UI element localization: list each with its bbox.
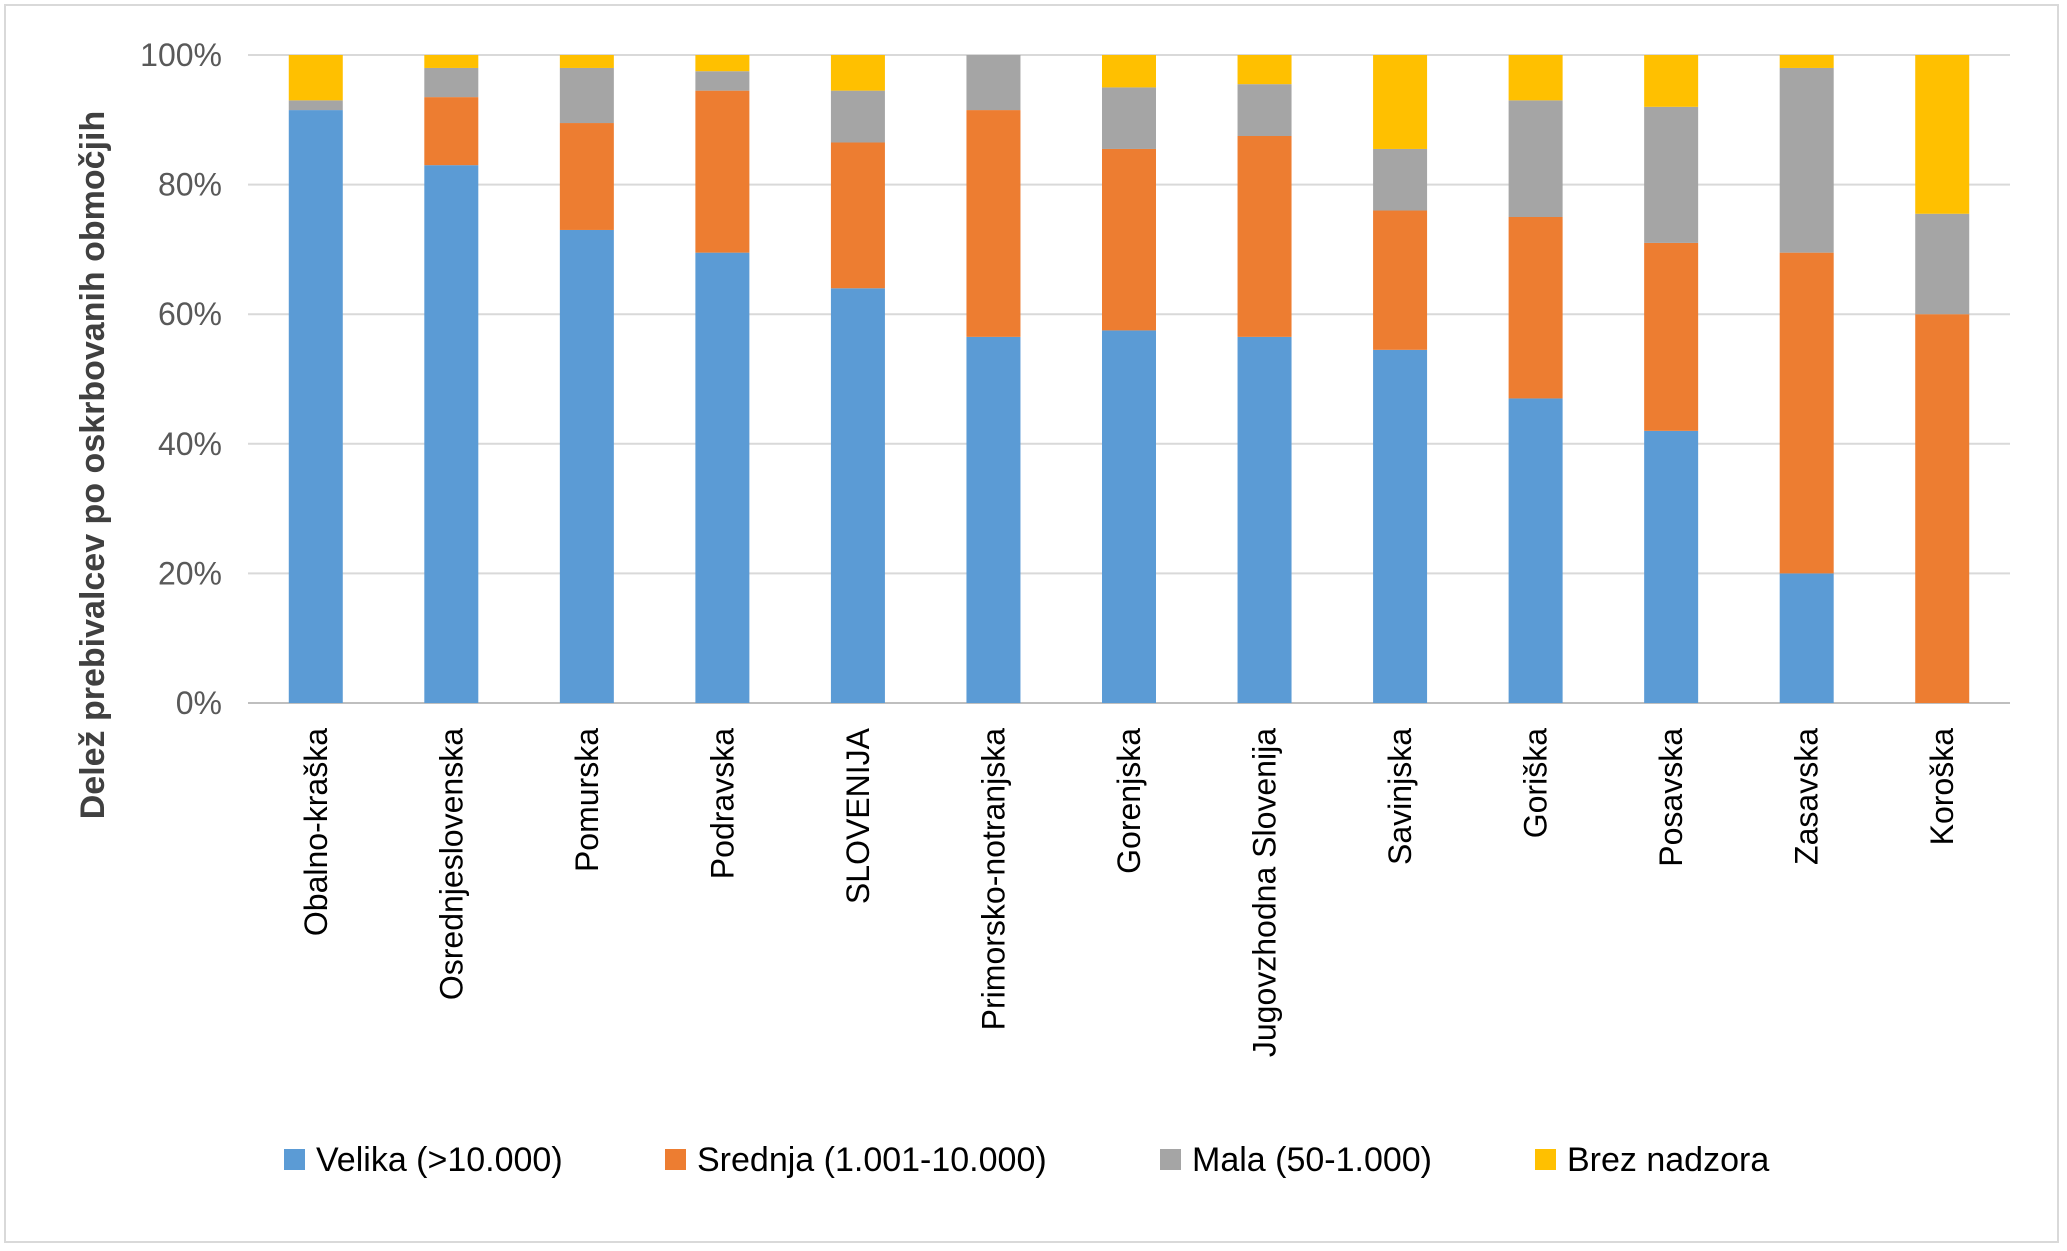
category-label: Koroška <box>1924 728 1960 846</box>
bar-segment <box>830 288 885 703</box>
category-label: Savinjska <box>1382 728 1418 865</box>
bar-segment <box>1373 210 1428 350</box>
y-tick-label: 80% <box>158 167 222 203</box>
bar-segment <box>1779 573 1834 703</box>
bar-segment <box>1102 148 1156 331</box>
bar-segment <box>830 90 885 143</box>
bar-segment <box>1237 84 1292 136</box>
bar-segment <box>966 110 1021 337</box>
category-label: Obalno-kraška <box>298 728 334 936</box>
chart-frame <box>4 4 2059 1243</box>
bar-segment <box>288 100 343 111</box>
bar-segment <box>424 97 479 166</box>
bar-segment <box>1373 349 1428 703</box>
legend-label: Mala (50-1.000) <box>1192 1141 1432 1179</box>
y-axis-title: Delež prebivalcev po oskrbovanih območji… <box>74 111 112 820</box>
bar-segment <box>1779 55 1834 68</box>
legend-swatch <box>1160 1149 1181 1170</box>
bar-segment <box>1644 242 1699 431</box>
category-labels: Obalno-kraška Osrednjeslovenska Pomurska Po… <box>298 727 1960 1057</box>
bar-segment <box>1373 148 1428 211</box>
legend-label: Velika (>10.000) <box>316 1141 563 1179</box>
bar-segment <box>288 55 343 101</box>
bar-segment <box>1237 55 1292 85</box>
legend: Velika (>10.000) Srednja (1.001-10.000) Ma… <box>284 1141 1769 1179</box>
bar-segment <box>559 229 614 703</box>
bar-segment <box>559 123 614 230</box>
category-label: Primorsko-notranjska <box>975 728 1011 1031</box>
bar-segment <box>1508 100 1563 217</box>
legend-swatch <box>284 1149 305 1170</box>
bar-segment <box>695 90 750 253</box>
bar-segment <box>1237 336 1292 703</box>
category-label: SLOVENIJA <box>840 727 876 904</box>
bar-segment <box>559 55 614 68</box>
category-label: Gorenjska <box>1111 728 1147 874</box>
bar-segment <box>695 71 750 91</box>
y-tick-label: 100% <box>140 37 222 73</box>
bar-segment <box>1237 136 1292 337</box>
category-label: Osrednjeslovenska <box>433 728 469 1000</box>
bar-segment <box>966 336 1021 703</box>
bar-segment <box>1508 55 1563 101</box>
category-label: Podravska <box>704 728 740 879</box>
legend-swatch <box>665 1149 686 1170</box>
bar-segment <box>1915 213 1970 315</box>
y-tick-label: 0% <box>176 685 222 721</box>
bar-segment <box>1779 252 1834 574</box>
bar-segment <box>695 252 750 703</box>
bar-segment <box>1915 55 1970 214</box>
legend-swatch <box>1535 1149 1556 1170</box>
category-label: Jugovzhodna Slovenija <box>1247 728 1283 1057</box>
bar-segment <box>695 55 750 72</box>
bar-segment <box>1508 398 1563 703</box>
bar-segment <box>1644 55 1699 107</box>
bar-segment <box>966 55 1021 111</box>
bar-segment <box>288 110 343 703</box>
bar-segment <box>424 165 479 703</box>
bar-segment <box>424 67 479 98</box>
legend-label: Srednja (1.001-10.000) <box>697 1141 1047 1179</box>
bar-segment <box>1779 67 1834 253</box>
bar-segment <box>559 67 614 124</box>
bar-segment <box>1373 55 1428 149</box>
bar-segment <box>1102 330 1156 703</box>
y-tick-label: 60% <box>158 296 222 332</box>
bars <box>288 55 1970 703</box>
bar-segment <box>1915 314 1970 703</box>
y-tick-label: 40% <box>158 426 222 462</box>
bar-segment <box>1644 430 1699 703</box>
bar-segment <box>1508 217 1563 399</box>
bar-segment <box>830 55 885 91</box>
y-tick-label: 20% <box>158 555 222 591</box>
legend-label: Brez nadzora <box>1567 1141 1769 1179</box>
bar-segment <box>424 55 479 68</box>
category-label: Goriška <box>1518 728 1554 838</box>
bar-segment <box>830 142 885 289</box>
category-label: Pomurska <box>569 728 605 872</box>
bar-segment <box>1644 106 1699 243</box>
category-label: Posavska <box>1653 728 1689 867</box>
bar-segment <box>1102 87 1156 149</box>
bar-segment <box>1102 55 1156 88</box>
y-tick-labels: 0% 20% 40% 60% 80% 100% <box>140 37 222 721</box>
category-label: Zasavska <box>1789 728 1825 865</box>
